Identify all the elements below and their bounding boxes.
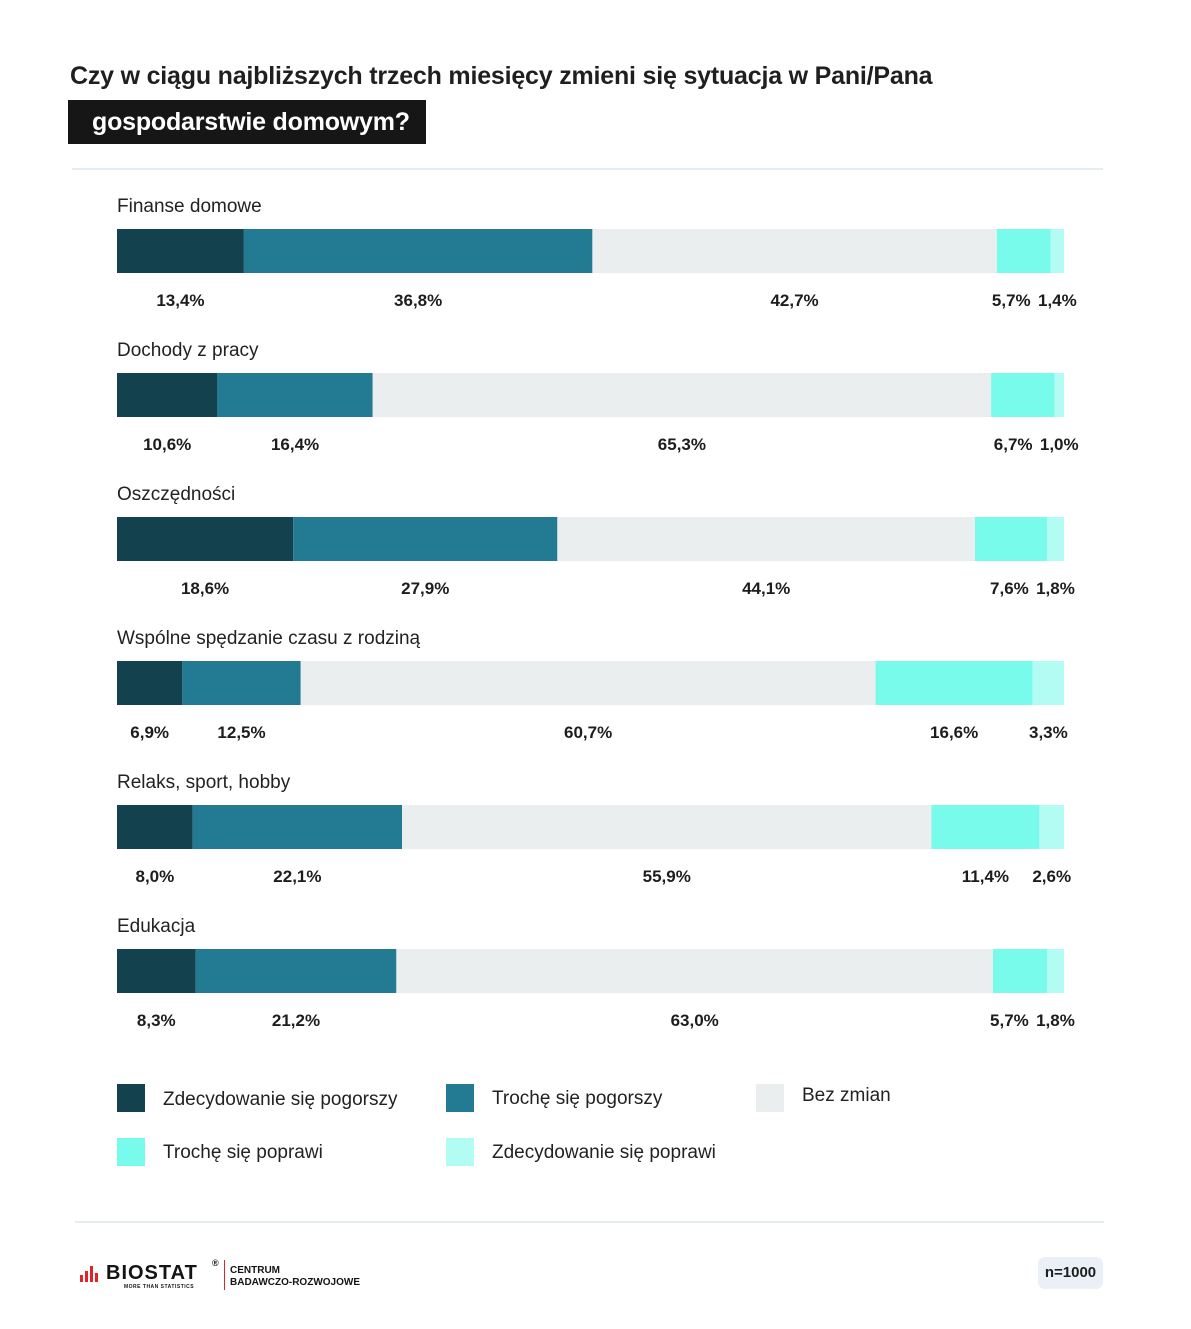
bar-segment-finanse-domowe-slightly-better [996,229,1051,273]
value-label-relaks-sport-hobby-strongly-better: 2,6% [1032,867,1071,886]
legend-label-strongly-better: Zdecydowanie się poprawi [492,1142,716,1163]
bar-segment-wspolne-spedzanie-czasu-z-rodzina-strongly-better [1032,661,1064,705]
category-label-dochody-z-pracy: Dochody z pracy [117,340,259,361]
value-label-relaks-sport-hobby-slightly-worse: 22,1% [273,867,321,886]
bar-segment-wspolne-spedzanie-czasu-z-rodzina-strongly-worse [117,661,183,705]
value-label-wspolne-spedzanie-czasu-z-rodzina-no-change: 60,7% [564,723,612,742]
bar-segment-finanse-domowe-slightly-worse [243,229,593,273]
category-label-wspolne-spedzanie-czasu-z-rodzina: Wspólne spędzanie czasu z rodziną [117,628,421,649]
value-label-edukacja-slightly-better: 5,7% [990,1011,1029,1030]
logo-bars-icon [80,1266,100,1282]
bar-segment-finanse-domowe-strongly-better [1050,229,1064,273]
value-label-relaks-sport-hobby-slightly-better: 11,4% [962,867,1009,886]
logo-wordmark: BIOSTAT [106,1262,198,1284]
legend-swatch-no-change [756,1084,784,1112]
bar-segment-relaks-sport-hobby-slightly-better [931,805,1040,849]
value-label-dochody-z-pracy-slightly-better: 6,7% [994,435,1033,454]
top-divider [72,168,1103,170]
logo-registered-mark: ® [212,1258,219,1268]
legend-swatch-strongly-better [446,1138,474,1166]
value-label-dochody-z-pracy-strongly-better: 1,0% [1040,435,1079,454]
biostat-logo: BIOSTAT ® MORE THAN STATISTICS CENTRUM B… [80,1258,370,1292]
value-label-edukacja-no-change: 63,0% [671,1011,719,1030]
chart-title-line-2: gospodarstwie domowym? [68,100,426,144]
value-label-wspolne-spedzanie-czasu-z-rodzina-strongly-better: 3,3% [1029,723,1068,742]
bar-segment-dochody-z-pracy-slightly-better [991,373,1055,417]
value-label-oszczednosci-strongly-better: 1,8% [1036,579,1075,598]
legend-swatch-slightly-worse [446,1084,474,1112]
logo-divider [224,1260,225,1290]
bar-segment-relaks-sport-hobby-strongly-worse [117,805,193,849]
value-label-finanse-domowe-strongly-better: 1,4% [1038,291,1077,310]
logo-centrum-line-1: CENTRUM [230,1265,280,1276]
legend-label-no-change: Bez zmian [802,1085,891,1106]
value-label-finanse-domowe-no-change: 42,7% [770,291,818,310]
bar-segment-edukacja-slightly-better [992,949,1047,993]
bar-segment-oszczednosci-slightly-better [974,517,1047,561]
value-label-edukacja-strongly-worse: 8,3% [137,1011,176,1030]
bar-segment-oszczednosci-strongly-worse [117,517,294,561]
value-label-dochody-z-pracy-strongly-worse: 10,6% [143,435,191,454]
value-label-finanse-domowe-strongly-worse: 13,4% [156,291,204,310]
bar-segment-relaks-sport-hobby-slightly-worse [192,805,403,849]
category-label-edukacja: Edukacja [117,916,196,937]
value-label-edukacja-slightly-worse: 21,2% [272,1011,320,1030]
value-label-edukacja-strongly-better: 1,8% [1036,1011,1075,1030]
bar-segment-wspolne-spedzanie-czasu-z-rodzina-no-change [300,661,876,705]
value-label-finanse-domowe-slightly-better: 5,7% [992,291,1031,310]
legend-swatch-strongly-worse [117,1084,145,1112]
bar-segment-relaks-sport-hobby-no-change [402,805,932,849]
value-label-wspolne-spedzanie-czasu-z-rodzina-slightly-worse: 12,5% [217,723,265,742]
chart-title-line-1: Czy w ciągu najbliższych trzech miesięcy… [70,62,933,90]
bar-segment-edukacja-strongly-worse [117,949,196,993]
bar-segment-oszczednosci-slightly-worse [293,517,558,561]
value-label-relaks-sport-hobby-strongly-worse: 8,0% [136,867,175,886]
category-label-oszczednosci: Oszczędności [117,484,235,505]
bar-segment-dochody-z-pracy-slightly-worse [217,373,373,417]
category-label-relaks-sport-hobby: Relaks, sport, hobby [117,772,291,793]
value-label-dochody-z-pracy-no-change: 65,3% [658,435,706,454]
bar-segment-oszczednosci-no-change [557,517,975,561]
bar-segment-wspolne-spedzanie-czasu-z-rodzina-slightly-worse [182,661,301,705]
value-label-wspolne-spedzanie-czasu-z-rodzina-strongly-worse: 6,9% [130,723,169,742]
value-label-oszczednosci-no-change: 44,1% [742,579,790,598]
logo-centrum-line-2: BADAWCZO-ROZWOJOWE [230,1277,360,1288]
logo-tagline: MORE THAN STATISTICS [124,1284,195,1290]
bar-segment-edukacja-slightly-worse [195,949,397,993]
legend-label-slightly-better: Trochę się poprawi [163,1142,323,1163]
sample-size-badge: n=1000 [1038,1257,1103,1289]
value-label-oszczednosci-strongly-worse: 18,6% [181,579,229,598]
bar-segment-oszczednosci-strongly-better [1046,517,1064,561]
bar-segment-wspolne-spedzanie-czasu-z-rodzina-slightly-better [875,661,1033,705]
value-label-dochody-z-pracy-slightly-worse: 16,4% [271,435,319,454]
bar-segment-edukacja-no-change [396,949,993,993]
value-label-finanse-domowe-slightly-worse: 36,8% [394,291,442,310]
value-label-oszczednosci-slightly-better: 7,6% [990,579,1029,598]
bar-segment-dochody-z-pracy-no-change [372,373,992,417]
bar-segment-finanse-domowe-strongly-worse [117,229,244,273]
value-label-oszczednosci-slightly-worse: 27,9% [401,579,449,598]
legend-swatch-slightly-better [117,1138,145,1166]
bar-segment-dochody-z-pracy-strongly-better [1054,373,1064,417]
bar-segment-relaks-sport-hobby-strongly-better [1039,805,1064,849]
bottom-divider [75,1221,1104,1223]
legend-label-strongly-worse: Zdecydowanie się pogorszy [163,1089,398,1110]
bar-segment-edukacja-strongly-better [1046,949,1064,993]
legend-label-slightly-worse: Trochę się pogorszy [492,1088,663,1109]
bar-segment-finanse-domowe-no-change [592,229,997,273]
value-label-wspolne-spedzanie-czasu-z-rodzina-slightly-better: 16,6% [930,723,978,742]
logo-centrum-text: CENTRUM BADAWCZO-ROZWOJOWE [230,1265,360,1289]
value-label-relaks-sport-hobby-no-change: 55,9% [643,867,691,886]
category-label-finanse-domowe: Finanse domowe [117,196,262,217]
bar-segment-dochody-z-pracy-strongly-worse [117,373,218,417]
